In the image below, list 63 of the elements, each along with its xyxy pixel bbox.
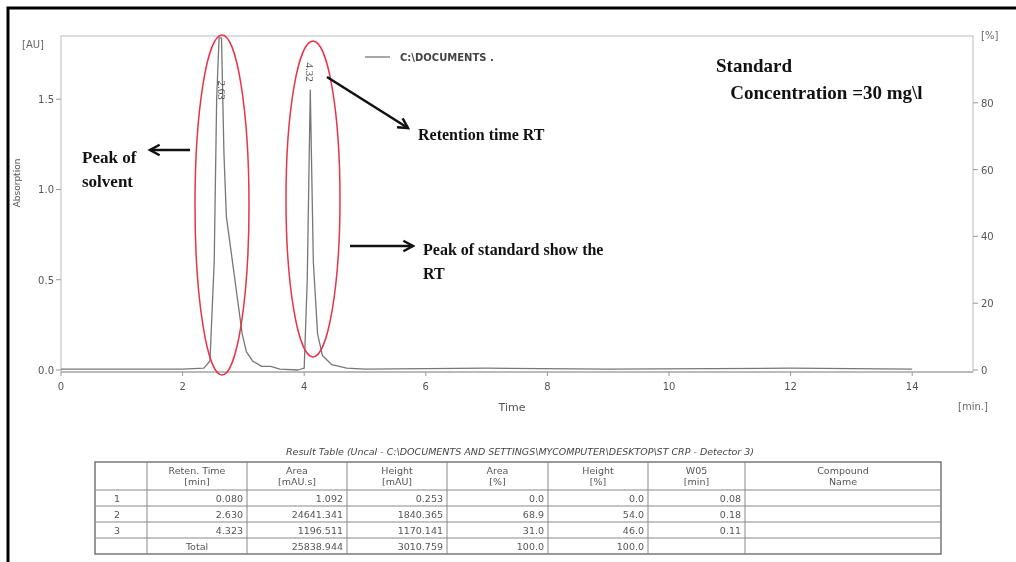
text: [min.] (958, 401, 988, 412)
text: 0.11 (719, 525, 741, 536)
y2-axis-title: [%] (981, 30, 999, 41)
text: 68.9 (522, 509, 544, 520)
category-label: Compound Name (817, 465, 869, 487)
category-label: Total (185, 541, 209, 552)
legend-label: C:\DOCUMENTS . (400, 52, 494, 63)
text: 3010.759 (397, 541, 443, 552)
text: 24641.341 (291, 509, 343, 520)
text: [AU] (22, 39, 45, 50)
category-label: Height [%] (582, 465, 614, 487)
text: 1170.141 (397, 525, 443, 536)
x-tick-label: 0 (57, 381, 65, 392)
text: 100.0 (616, 541, 644, 552)
text: 46.0 (622, 525, 644, 536)
category-label: 1 (113, 493, 121, 504)
y2-tick-label: 80 (981, 97, 994, 109)
y2-tick-label: 40 (981, 231, 994, 243)
x-axis-title: Time (497, 401, 526, 414)
category-label: 3 (113, 525, 121, 536)
x-tick-label: 10 (662, 381, 676, 392)
y-tick-label: 1.5 (38, 94, 54, 106)
y-tick-label: 0.5 (38, 274, 54, 286)
text: 54.0 (622, 509, 644, 520)
annotation: 4.32 (304, 62, 317, 82)
category-label: 2 (113, 509, 121, 520)
text: 0.0 (628, 493, 644, 504)
text: 100.0 (516, 541, 544, 552)
text: 0.08 (719, 493, 741, 504)
x-tick-label: 12 (784, 381, 797, 392)
category-label: Reten. Time [min] (168, 465, 226, 487)
annotation: Standard Concentration =30 mg\l (716, 55, 923, 103)
text: 31.0 (522, 525, 544, 536)
annotation: Peak of standard show the RT (423, 241, 604, 282)
y2-tick-label: 20 (981, 298, 994, 310)
y2-tick-label: 0 (981, 365, 988, 376)
x-tick-label: 6 (422, 381, 429, 392)
category-label: Area [%] (486, 465, 509, 487)
y-axis-title: Absorption (12, 158, 22, 208)
annotation: Peak of solvent (82, 148, 137, 191)
text: 1196.511 (297, 525, 343, 536)
text: 1840.365 (397, 509, 443, 520)
text: 0.253 (415, 493, 443, 504)
text: 0.0 (528, 493, 544, 504)
y-tick-label: 1.0 (38, 184, 54, 196)
y2-tick-label: 60 (981, 164, 994, 176)
text: 4.323 (215, 525, 243, 536)
y-tick-label: 0.0 (38, 365, 54, 376)
annotation: Retention time RT (418, 126, 545, 143)
x-tick-label: 2 (179, 381, 186, 392)
annotation: 2.63 (216, 80, 228, 101)
category-label: Area [mAU.s] (277, 465, 317, 487)
text: 0.18 (719, 509, 741, 520)
category-label: Height [mAU] (381, 465, 413, 487)
x-tick-label: 8 (544, 381, 551, 392)
text: 25838.944 (291, 541, 343, 552)
text: 2.630 (215, 509, 243, 520)
x-tick-label: 4 (301, 381, 308, 392)
text: Result Table (Uncal - C:\DOCUMENTS AND SETTINGS\MYCOMPUTER\DESKTOP\ST CRP - Detector 3) (285, 446, 755, 457)
text: 0.080 (215, 493, 243, 504)
x-tick-label: 14 (905, 381, 919, 392)
text: 1.092 (315, 493, 343, 504)
category-label: W05 [min] (683, 465, 710, 487)
